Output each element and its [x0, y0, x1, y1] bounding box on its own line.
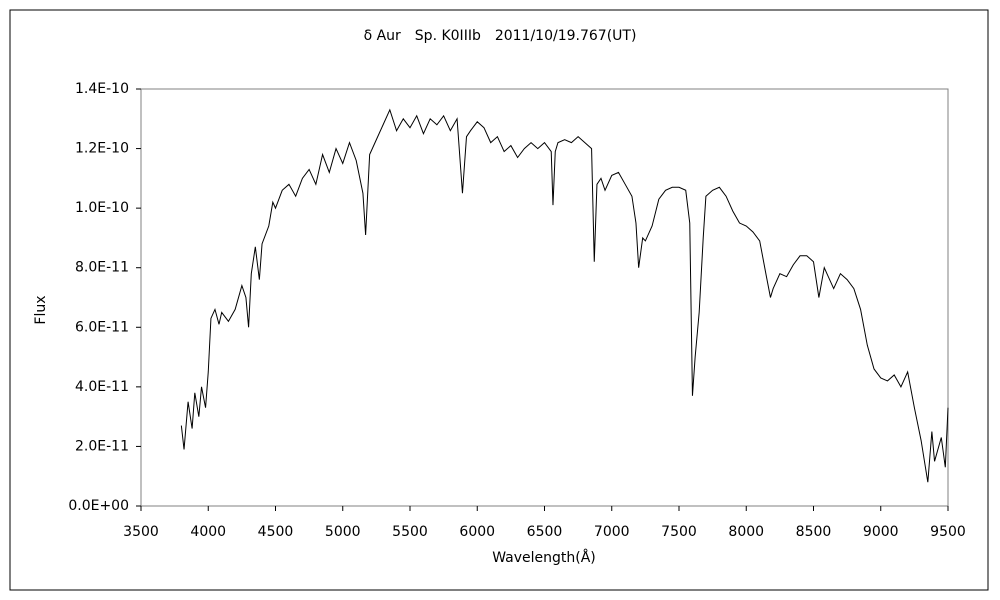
x-tick-label: 9500 [930, 524, 966, 540]
x-tick-label: 4500 [258, 524, 294, 540]
x-tick-label: 6500 [527, 524, 563, 540]
y-tick-label: 0.0E+00 [68, 498, 129, 514]
y-tick-label: 1.4E-10 [75, 81, 129, 97]
x-tick-label: 7500 [661, 524, 697, 540]
x-tick-label: 7000 [594, 524, 630, 540]
x-tick-label: 3500 [123, 524, 159, 540]
plot-area [140, 88, 949, 507]
y-axis-label: Flux [33, 295, 49, 324]
x-axis-label: Wavelength(Å) [492, 549, 596, 566]
x-tick-label: 9000 [863, 524, 899, 540]
y-tick-label: 8.0E-11 [75, 260, 129, 276]
y-tick-label: 6.0E-11 [75, 319, 129, 335]
x-tick-label: 8500 [796, 524, 832, 540]
y-tick-label: 2.0E-11 [75, 438, 129, 454]
spectrum-line [180, 108, 949, 483]
x-tick-label: 5000 [325, 524, 361, 540]
x-tick-label: 4000 [190, 524, 226, 540]
y-tick-label: 1.0E-10 [75, 200, 129, 216]
y-tick-label: 1.2E-10 [75, 141, 129, 157]
y-tick-label: 4.0E-11 [75, 379, 129, 395]
x-tick-label: 8000 [728, 524, 764, 540]
chart-title: δ Aur Sp. K0IIIb 2011/10/19.767(UT) [364, 28, 637, 44]
x-tick-label: 6000 [459, 524, 495, 540]
x-tick-label: 5500 [392, 524, 428, 540]
